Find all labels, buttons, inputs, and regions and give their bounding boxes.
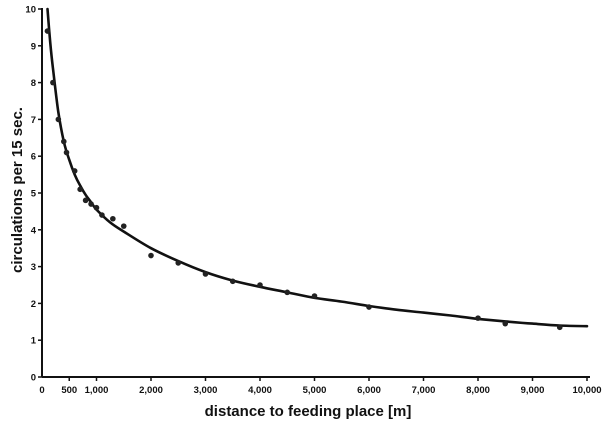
data-point <box>71 168 78 174</box>
y-tick-label: 4 <box>31 225 37 236</box>
data-point <box>50 79 56 86</box>
data-point <box>284 289 291 296</box>
y-tick-label: 6 <box>31 152 36 163</box>
data-point <box>366 304 372 310</box>
data-point <box>311 293 318 299</box>
y-tick-label: 1 <box>31 336 37 347</box>
y-tick-label: 2 <box>31 299 36 310</box>
y-tick-label: 9 <box>31 41 36 52</box>
data-point <box>77 186 83 193</box>
data-point <box>55 116 62 123</box>
y-tick-label: 10 <box>25 5 36 16</box>
data-point <box>502 320 509 327</box>
y-tick-label: 7 <box>31 115 36 126</box>
y-tick-label: 8 <box>31 78 36 89</box>
x-axis-title: distance to feeding place [m] <box>205 403 412 420</box>
x-origin-label: 0 <box>39 385 44 396</box>
data-point <box>229 278 236 285</box>
y-tick-label: 5 <box>31 189 37 200</box>
data-point <box>44 28 51 34</box>
x-tick-label: 2,000 <box>139 385 163 396</box>
y-axis-title: circulations per 15 sec. <box>9 107 26 273</box>
x-tick-label: 7,000 <box>412 385 436 396</box>
data-point <box>148 252 154 259</box>
data-point <box>63 149 70 156</box>
fit-curve <box>46 7 589 328</box>
data-point <box>202 271 209 277</box>
data-point <box>110 215 116 222</box>
data-point <box>82 197 89 204</box>
data-point <box>61 138 67 145</box>
x-tick-label: 3,000 <box>194 385 218 396</box>
data-points <box>44 28 563 331</box>
data-point <box>175 260 182 266</box>
x-tick-label: 6,000 <box>357 385 381 396</box>
data-point <box>93 204 100 211</box>
data-point <box>88 201 94 207</box>
x-ticks: 0 500 1,000 2,000 3,000 4,000 5,000 6,000 7,000 8… <box>39 377 602 396</box>
x-tick-label: 10,000 <box>572 385 601 396</box>
x-tick-label: 9,000 <box>521 385 545 396</box>
data-point <box>257 282 263 288</box>
y-tick-label: 3 <box>31 262 36 273</box>
x-tick-label: 1,000 <box>85 385 109 396</box>
x-tick-label: 5,000 <box>303 385 327 396</box>
y-ticks: 0 1 2 3 4 5 6 7 8 9 10 <box>25 5 42 384</box>
data-point <box>120 223 127 229</box>
y-tick-label: 0 <box>31 373 36 384</box>
data-point <box>556 324 563 331</box>
x-tick-label: 8,000 <box>466 385 490 396</box>
x-tick-label: 500 <box>61 385 77 396</box>
x-tick-label: 4,000 <box>248 385 272 396</box>
data-point <box>99 212 105 218</box>
data-point <box>475 315 481 321</box>
